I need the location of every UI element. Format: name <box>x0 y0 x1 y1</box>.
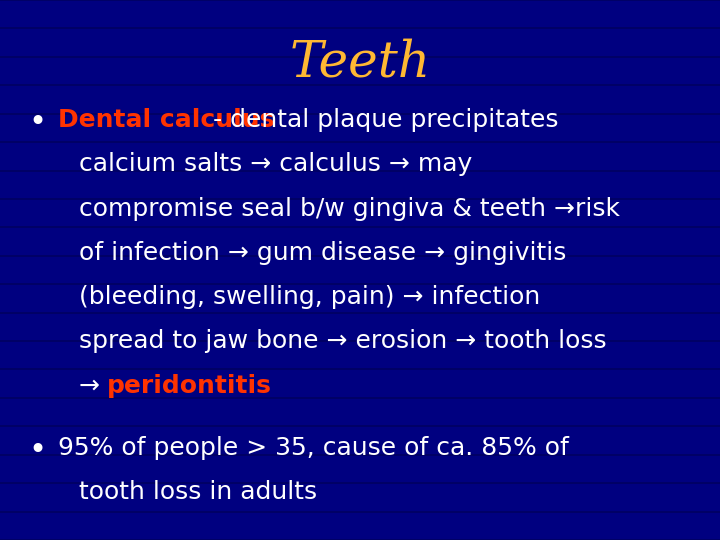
Text: spread to jaw bone → erosion → tooth loss: spread to jaw bone → erosion → tooth los… <box>79 329 607 353</box>
Text: •: • <box>29 436 47 465</box>
Text: calcium salts → calculus → may: calcium salts → calculus → may <box>79 152 472 176</box>
Text: - dental plaque precipitates: - dental plaque precipitates <box>205 108 559 132</box>
Text: of infection → gum disease → gingivitis: of infection → gum disease → gingivitis <box>79 241 567 265</box>
Text: (bleeding, swelling, pain) → infection: (bleeding, swelling, pain) → infection <box>79 285 541 309</box>
Text: Dental calculus: Dental calculus <box>58 108 274 132</box>
Text: tooth loss in adults: tooth loss in adults <box>79 480 318 504</box>
Text: compromise seal b/w gingiva & teeth →risk: compromise seal b/w gingiva & teeth →ris… <box>79 197 620 220</box>
Text: →: → <box>79 374 108 397</box>
Text: 95% of people > 35, cause of ca. 85% of: 95% of people > 35, cause of ca. 85% of <box>58 436 569 460</box>
Text: peridontitis: peridontitis <box>107 374 271 397</box>
Text: •: • <box>29 108 47 137</box>
Text: Teeth: Teeth <box>289 38 431 87</box>
